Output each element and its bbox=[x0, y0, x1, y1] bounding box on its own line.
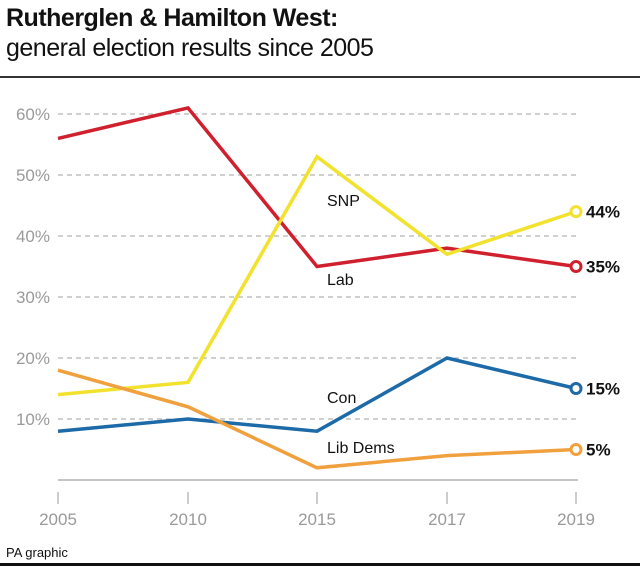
bottom-divider bbox=[0, 563, 640, 566]
x-tick-label: 2015 bbox=[298, 510, 336, 529]
series-name-label-snp: SNP bbox=[327, 193, 360, 210]
end-value-label-con: 15% bbox=[586, 380, 620, 399]
end-marker-con bbox=[569, 382, 583, 395]
end-marker-snp bbox=[569, 205, 583, 219]
end-marker-lib-dems bbox=[569, 443, 583, 456]
end-value-label-snp: 44% bbox=[586, 203, 620, 222]
series-line-lib-dems bbox=[57, 368, 577, 470]
series-line-con bbox=[57, 356, 577, 433]
series-name-label-lib-dems: Lib Dems bbox=[327, 440, 395, 457]
x-tick-label: 2017 bbox=[428, 510, 466, 529]
x-tick-label: 2019 bbox=[557, 510, 595, 529]
y-tick-label: 20% bbox=[16, 349, 50, 368]
x-axis: 2005 2010 2015 2017 2019 bbox=[39, 479, 595, 529]
y-tick-label: 30% bbox=[16, 288, 50, 307]
y-axis-ticks: 10% 20% 30% 40% 50% 60% bbox=[16, 105, 50, 429]
x-tick-label: 2010 bbox=[169, 510, 207, 529]
end-marker-lab bbox=[569, 260, 583, 273]
series-labels: 35% Lab 44% SNP 15% Con 5% Lib Dems bbox=[327, 193, 620, 460]
gridlines bbox=[58, 113, 578, 420]
series-name-label-lab: Lab bbox=[327, 272, 354, 289]
y-tick-label: 60% bbox=[16, 105, 50, 124]
end-value-label-lib-dems: 5% bbox=[586, 441, 611, 460]
end-value-label-lab: 35% bbox=[586, 258, 620, 277]
series-line-lab bbox=[57, 105, 577, 269]
x-tick-label: 2005 bbox=[39, 510, 77, 529]
series-line-snp bbox=[57, 154, 577, 397]
chart-subtitle: general election results since 2005 bbox=[6, 34, 374, 62]
series-lines bbox=[57, 105, 583, 470]
top-divider bbox=[0, 76, 640, 78]
y-tick-label: 10% bbox=[16, 410, 50, 429]
y-tick-label: 40% bbox=[16, 227, 50, 246]
source-credit: PA graphic bbox=[6, 545, 68, 560]
series-name-label-con: Con bbox=[327, 390, 356, 407]
y-tick-label: 50% bbox=[16, 166, 50, 185]
chart-title: Rutherglen & Hamilton West: bbox=[6, 4, 338, 32]
